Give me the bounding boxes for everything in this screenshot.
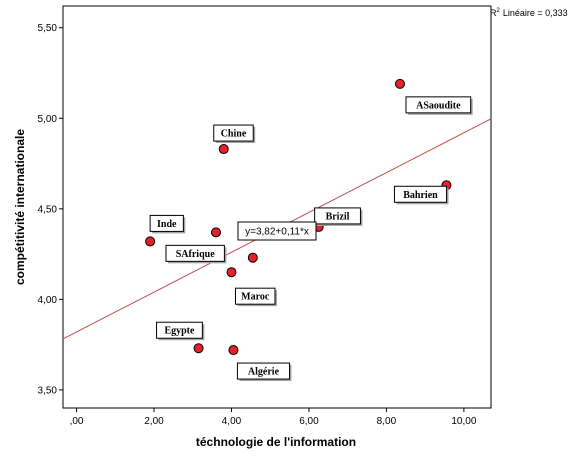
equation-text: y=3,82+0,11*x (245, 227, 309, 238)
point-labels: ASaoudite Chine Bahrien Brizil Inde SAfrique M… (149, 96, 473, 382)
x-axis-ticks: ,00 2,00 4,00 6,00 8,00 10,00 (70, 408, 477, 427)
point-label: Maroc (241, 292, 270, 303)
y-tick-label: 3,50 (38, 385, 58, 396)
point-label-box (234, 287, 276, 305)
y-tick-label: 5,50 (38, 23, 58, 34)
x-tick-label: 8,00 (377, 416, 397, 427)
x-tick-label: 2,00 (144, 416, 164, 427)
point-label-box (156, 321, 203, 339)
x-tick-label: ,00 (70, 416, 84, 427)
y-tick-label: 4,00 (38, 295, 58, 306)
point-label-box (149, 214, 184, 232)
y-axis-title: compétitivité internationale (13, 129, 27, 285)
data-point (228, 345, 239, 356)
point-label: Chine (221, 129, 247, 140)
point-label-box (314, 207, 361, 225)
data-point (218, 144, 229, 155)
point-label-box (236, 362, 291, 380)
point-label-box (393, 185, 448, 203)
point-label: Algérie (248, 367, 280, 378)
point-label-box (405, 96, 472, 114)
y-tick-label: 5,00 (38, 114, 58, 125)
data-point (145, 236, 156, 247)
x-tick-label: 10,00 (451, 416, 476, 427)
point-label: ASaoudite (416, 100, 461, 111)
y-axis-ticks: 3,50 4,00 4,50 5,00 5,50 (38, 23, 63, 396)
data-point (394, 78, 405, 89)
r2-text: Linéaire = 0,333 (503, 8, 568, 18)
x-tick-label: 4,00 (222, 416, 242, 427)
r2-annotation: R2 Linéaire = 0,333 (490, 8, 568, 18)
point-label: SAfrique (176, 249, 215, 260)
plot-frame (62, 5, 492, 409)
data-point (210, 227, 221, 238)
y-tick-label: 4,50 (38, 204, 58, 215)
point-label: Brizil (326, 211, 350, 222)
equation-box (237, 221, 317, 241)
data-point (226, 267, 237, 278)
point-label: Bahrien (403, 190, 438, 201)
point-label: Inde (157, 219, 177, 230)
point-label-box (165, 244, 225, 262)
x-tick-label: 6,00 (299, 416, 319, 427)
data-point (247, 252, 258, 263)
data-point (193, 343, 204, 354)
point-label-box (213, 124, 254, 142)
equation-annotation: y=3,82+0,11*x (237, 221, 317, 241)
x-axis-title: téchnologie de l'information (196, 435, 356, 449)
point-label: Egypte (164, 326, 195, 337)
